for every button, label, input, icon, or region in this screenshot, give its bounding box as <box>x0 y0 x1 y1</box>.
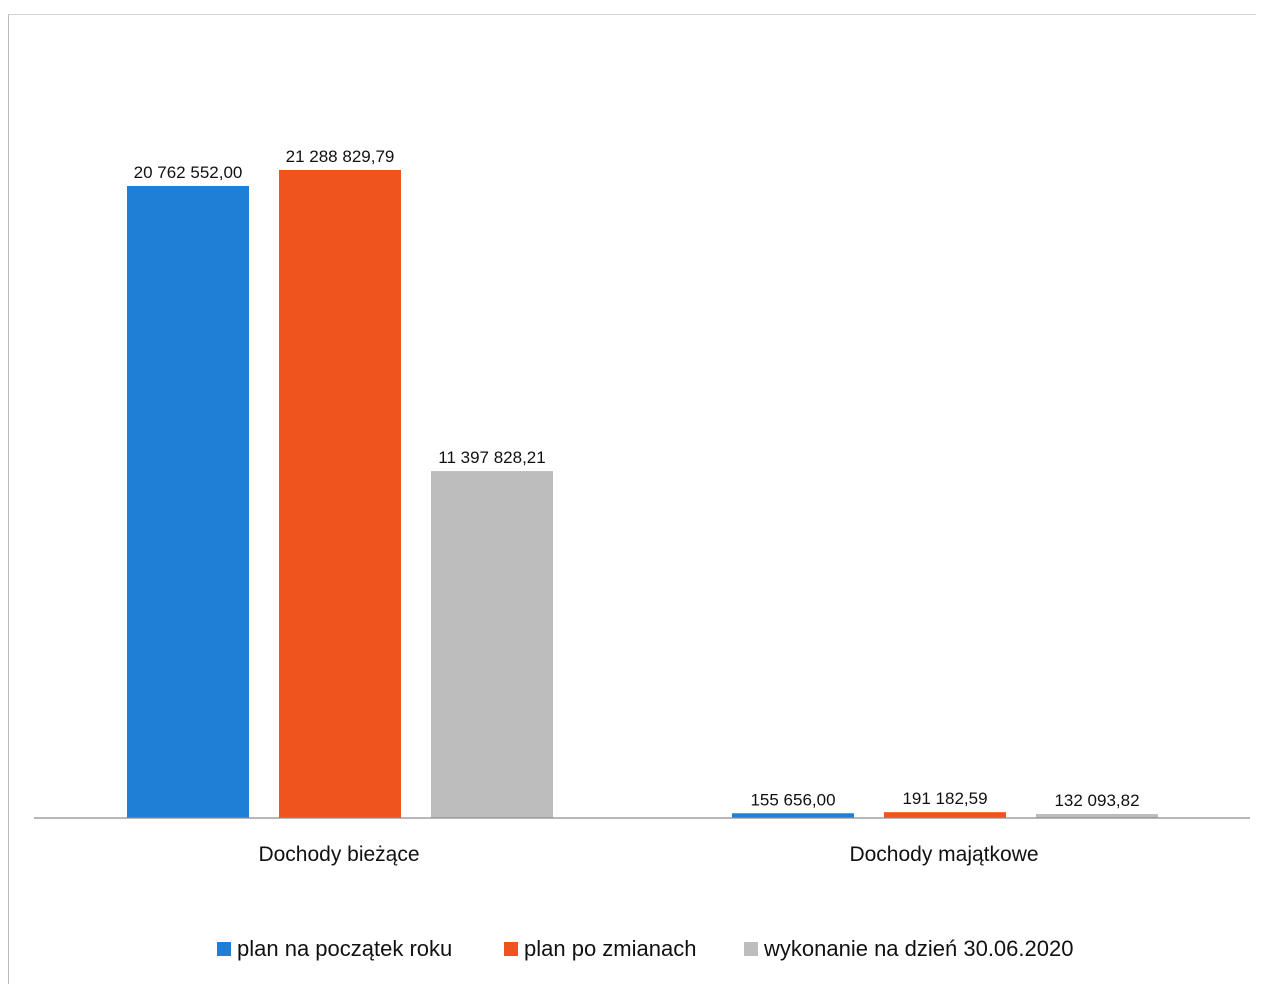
value-labels-layer: 20 762 552,00 21 288 829,79 11 397 828,21 1… <box>134 147 1140 810</box>
legend-label-1: plan na początek roku <box>237 936 452 961</box>
data-label-1-1: 20 762 552,00 <box>134 163 243 182</box>
data-label-3-2: 132 093,82 <box>1054 791 1139 810</box>
legend: plan na początek roku plan po zmianach wyk… <box>217 936 1073 961</box>
legend-label-3: wykonanie na dzień 30.06.2020 <box>763 936 1073 961</box>
bar-3-1 <box>431 471 553 818</box>
category-labels-layer: Dochody bieżące Dochody majątkowe <box>258 843 1038 866</box>
bars-layer <box>127 170 1158 818</box>
chart-frame <box>8 14 1256 984</box>
bar-3-2 <box>1036 813 1158 818</box>
category-label-1: Dochody bieżące <box>258 843 419 866</box>
data-label-2-2: 191 182,59 <box>902 789 987 808</box>
data-label-3-1: 11 397 828,21 <box>438 448 545 467</box>
data-label-2-1: 21 288 829,79 <box>286 147 395 166</box>
data-label-1-2: 155 656,00 <box>750 790 835 809</box>
legend-swatch-1 <box>217 942 231 956</box>
bar-1-2 <box>732 813 854 818</box>
bar-1-1 <box>127 186 249 818</box>
category-label-2: Dochody majątkowe <box>849 843 1038 866</box>
legend-swatch-3 <box>744 942 758 956</box>
bar-2-1 <box>279 170 401 818</box>
legend-swatch-2 <box>504 942 518 956</box>
legend-label-2: plan po zmianach <box>524 936 696 961</box>
bar-2-2 <box>884 812 1006 818</box>
